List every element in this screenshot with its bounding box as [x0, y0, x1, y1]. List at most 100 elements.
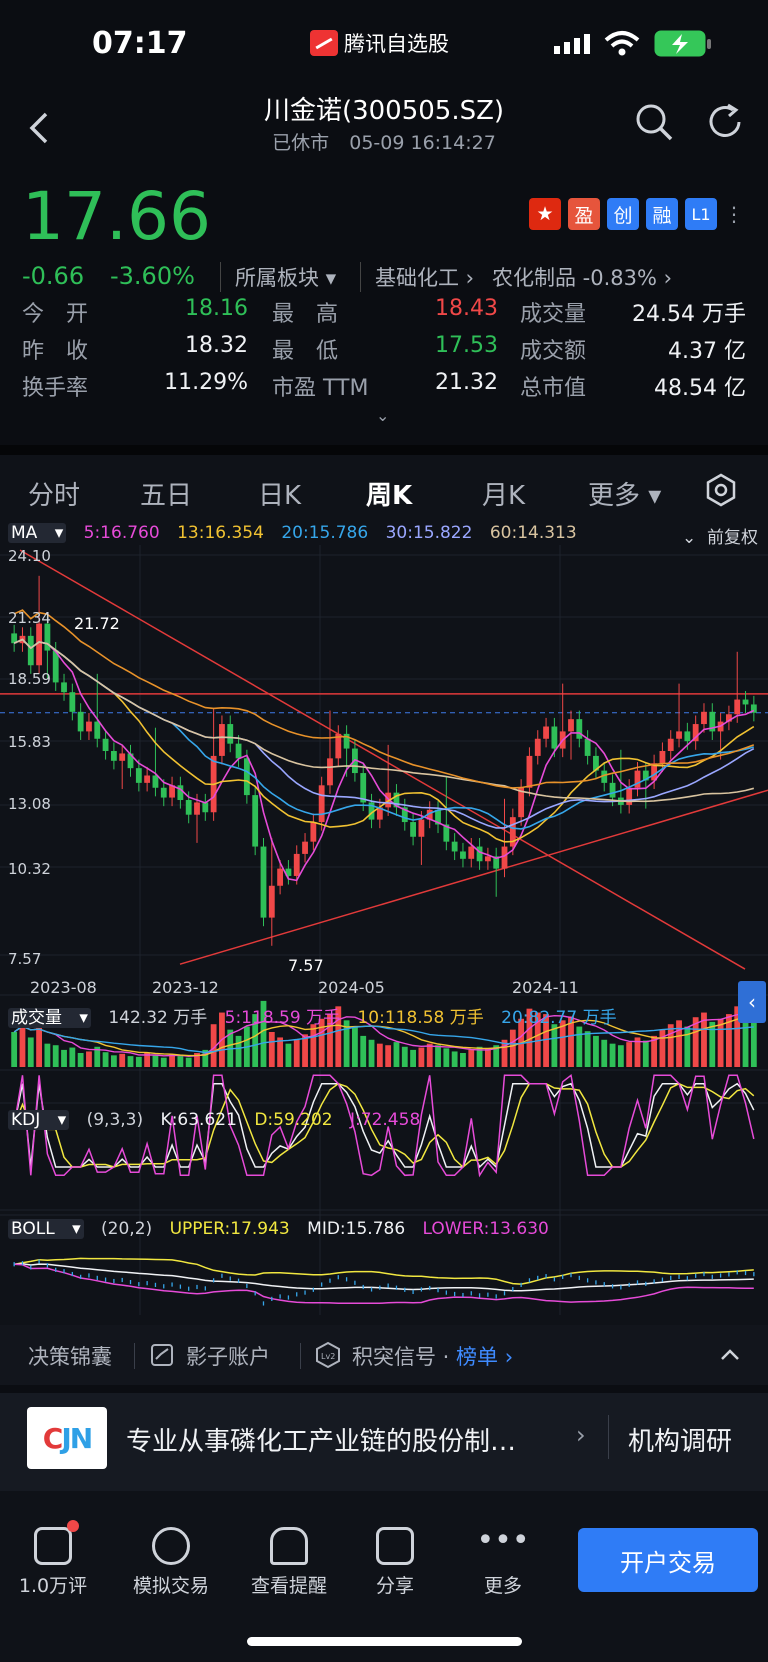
volume-bar — [268, 1032, 275, 1067]
high-annotation: 21.72 — [74, 614, 120, 633]
volume-bar — [327, 1014, 333, 1067]
shadow-account-button[interactable]: 影子账户 — [186, 1345, 270, 1369]
boll-selector[interactable]: BOLL ▾ — [8, 1219, 84, 1239]
amount-label: 成交额 — [520, 339, 587, 364]
candle-body — [526, 755, 533, 788]
open-account-trade-button[interactable]: 开户交易 — [578, 1528, 758, 1592]
candle-body — [268, 885, 275, 918]
search-icon[interactable] — [634, 102, 674, 142]
kdj-k: K:63.621 — [160, 1110, 237, 1130]
simulated-trade-button[interactable]: 模拟交易 — [126, 1527, 216, 1598]
sector-link-2[interactable]: 农化制品 -0.83% › — [492, 266, 673, 290]
volume-bar — [750, 1015, 757, 1067]
app-indicator: 腾讯自选股 — [310, 28, 449, 58]
candle-body — [460, 851, 466, 859]
sector2-text: 农化制品 -0.83% — [492, 266, 657, 290]
tab-monthly[interactable]: 月K — [482, 481, 526, 511]
ranking-link[interactable]: 榜单 — [456, 1345, 499, 1369]
collapse-up-icon[interactable] — [718, 1345, 742, 1365]
back-icon[interactable] — [24, 110, 52, 146]
volume-bar — [376, 1043, 383, 1067]
candle-body — [135, 768, 142, 783]
volume-bar — [202, 1049, 209, 1067]
more-badges-icon[interactable]: ⋮ — [724, 202, 744, 226]
more-label: 更多 — [483, 1575, 522, 1597]
alerts-button[interactable]: 查看提醒 — [244, 1527, 334, 1598]
boll-lower: LOWER:13.630 — [422, 1219, 549, 1239]
kdj-j-line — [13, 1073, 755, 1178]
badge-margin[interactable]: 融 — [646, 198, 678, 230]
candle-body — [659, 751, 666, 764]
tab-intraday[interactable]: 分时 — [28, 481, 81, 511]
volume-bar — [617, 1045, 624, 1067]
ma5-line — [13, 638, 755, 882]
sector-dropdown[interactable]: 所属板块 ▾ — [220, 262, 336, 292]
boll-upper-line — [14, 1257, 754, 1285]
signal-button[interactable]: 积突信号 · 榜单 › — [352, 1345, 514, 1369]
share-icon — [376, 1527, 414, 1565]
battery-icon — [654, 30, 711, 57]
company-profile-card[interactable]: C JN 专业从事磷化工产业链的股份制… › 机构调研 — [0, 1393, 768, 1481]
settings-icon[interactable] — [704, 473, 738, 507]
candle-body — [626, 787, 633, 805]
badge-profit[interactable]: 盈 — [568, 198, 600, 230]
ma60-value: 60:14.313 — [489, 523, 577, 543]
volume-bar — [318, 1018, 325, 1067]
candle-body — [327, 758, 333, 786]
vol-ma5: 5:118.59 万手 — [224, 1008, 341, 1028]
candle-body — [160, 787, 167, 798]
kline-chart-area[interactable]: MA ▾ 5:16.760 13:16.354 20:15.786 30:15.… — [0, 515, 768, 1325]
sector-link-1[interactable]: 基础化工 › — [360, 262, 474, 292]
sector-label: 所属板块 — [235, 266, 319, 290]
tab-more[interactable]: 更多 ▾ — [588, 481, 662, 511]
ytick-6: 10.32 — [8, 860, 51, 878]
badge-level[interactable]: L1 — [685, 198, 717, 230]
expand-chevron-icon[interactable]: ⌄ — [376, 406, 390, 425]
volume-bar — [684, 1026, 691, 1067]
refresh-icon[interactable] — [706, 102, 746, 142]
share-button[interactable]: 分享 — [350, 1527, 440, 1598]
bell-icon — [270, 1527, 308, 1565]
tab-daily[interactable]: 日K — [258, 481, 302, 511]
tab-weekly[interactable]: 周K — [366, 481, 413, 511]
volume-bar — [709, 1021, 716, 1067]
tab-5day[interactable]: 五日 — [140, 481, 193, 511]
candle-body — [119, 753, 126, 761]
volume-bar — [742, 1011, 749, 1067]
volume-bar — [94, 1046, 101, 1067]
divider — [134, 1343, 135, 1369]
volume-bar — [593, 1035, 599, 1067]
ma60-line — [13, 638, 755, 803]
candle-body — [584, 738, 591, 756]
volume-bar — [568, 1016, 574, 1067]
badge-chinext[interactable]: 创 — [607, 198, 639, 230]
ma30-line — [13, 638, 755, 829]
volume-bar — [435, 1045, 441, 1067]
kdj-selector[interactable]: KDJ ▾ — [8, 1110, 70, 1130]
institution-research-link[interactable]: 机构调研 — [628, 1427, 733, 1457]
collapse-panel-button[interactable]: ‹ — [738, 981, 766, 1023]
candle-body — [509, 817, 516, 847]
candle-body — [302, 841, 308, 854]
candle-body — [576, 719, 583, 739]
candle-body — [360, 773, 367, 803]
tab-more-label: 更多 — [588, 481, 641, 511]
volume-selector[interactable]: 成交量 ▾ — [8, 1008, 91, 1028]
volume-bar — [584, 1031, 591, 1067]
adjust-dropdown[interactable]: ⌄ 前复权 — [681, 528, 758, 548]
shadow-account-icon — [151, 1344, 173, 1366]
candle-body — [243, 758, 250, 796]
lv2-icon: Lv2 — [316, 1341, 340, 1369]
adjust-label: 前复权 — [707, 528, 758, 548]
more-button[interactable]: ••• 更多 — [458, 1526, 548, 1598]
volume-bar — [27, 1037, 34, 1067]
pe-label: 市盈 TTM — [272, 376, 369, 401]
last-price: 17.66 — [22, 178, 211, 255]
volume-bar — [52, 1045, 59, 1067]
price-change-pct: -3.60% — [110, 262, 195, 290]
comments-button[interactable]: 1.0万评 — [8, 1520, 98, 1598]
ma-selector[interactable]: MA ▾ — [8, 523, 67, 543]
ma13-line — [13, 638, 755, 843]
decision-tips-button[interactable]: 决策锦囊 — [28, 1345, 112, 1369]
candle-body — [318, 785, 325, 823]
